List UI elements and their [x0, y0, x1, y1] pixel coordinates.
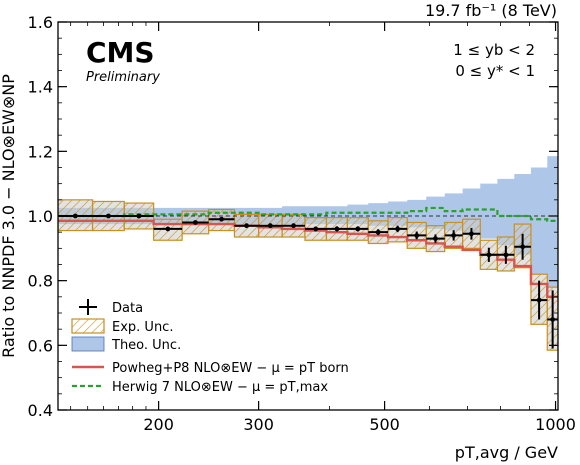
data-point [520, 244, 526, 250]
y-tick-label: 0.8 [28, 272, 53, 291]
powheg-line [58, 219, 558, 299]
data-point [536, 297, 542, 303]
data-point [503, 252, 509, 258]
data-point [334, 226, 340, 232]
data-point [486, 252, 492, 258]
legend-label: Exp. Unc. [112, 320, 173, 335]
lumi-label: 19.7 fb⁻¹ (8 TeV) [425, 1, 557, 20]
x-tick-label: 200 [143, 415, 174, 434]
y-axis-title: Ratio to NNPDF 3.0 − NLO⊗EW⊗NP [0, 74, 18, 358]
y-tick-label: 1.2 [28, 142, 53, 161]
data-point [192, 220, 198, 225]
data-point [433, 236, 438, 242]
legend: Data Exp. Unc. Theo. Unc. Powheg+P8 NLO⊗EW … [71, 299, 349, 395]
data-point [550, 317, 556, 322]
y-tick-label: 1.6 [28, 13, 53, 32]
x-tick-label: 300 [243, 415, 274, 434]
herwig-line [58, 206, 558, 222]
data-point [106, 213, 111, 219]
legend-label: Herwig 7 NLO⊗EW − μ = pT,max [112, 380, 328, 395]
selection-yb: 1 ≤ yb < 2 [453, 41, 535, 59]
x-axis-title: pT,avg / GeV [455, 443, 558, 462]
data-point [414, 233, 420, 238]
y-tick-label: 1.4 [28, 78, 53, 97]
data-point [395, 226, 401, 232]
data-point [451, 233, 457, 238]
legend-theo-unc-swatch [71, 336, 105, 352]
legend-label: Data [112, 301, 143, 316]
legend-exp-unc-swatch [71, 318, 105, 334]
data-point [244, 223, 249, 229]
y-tick-label: 0.4 [28, 401, 53, 420]
y-tick-label: 1.0 [28, 207, 53, 226]
y-tick-label: 0.6 [28, 336, 53, 355]
experiment-label: CMS [86, 36, 155, 69]
data-point [267, 223, 273, 229]
data-point [291, 223, 296, 229]
legend-label: Powheg+P8 NLO⊗EW − μ = pT born [112, 361, 349, 376]
x-tick-label: 500 [369, 415, 400, 434]
data-point [313, 226, 319, 232]
legend-label: Theo. Unc. [111, 338, 181, 353]
data-point [355, 226, 361, 232]
data-point [165, 226, 171, 232]
x-tick-label: 1000 [535, 415, 576, 434]
data-point [219, 216, 224, 222]
data-point [136, 213, 142, 219]
selection-ystar: 0 ≤ y* < 1 [455, 62, 535, 80]
data-point [72, 213, 78, 219]
data-point [469, 231, 474, 237]
status-label: Preliminary [86, 70, 160, 85]
data-point [375, 229, 381, 235]
